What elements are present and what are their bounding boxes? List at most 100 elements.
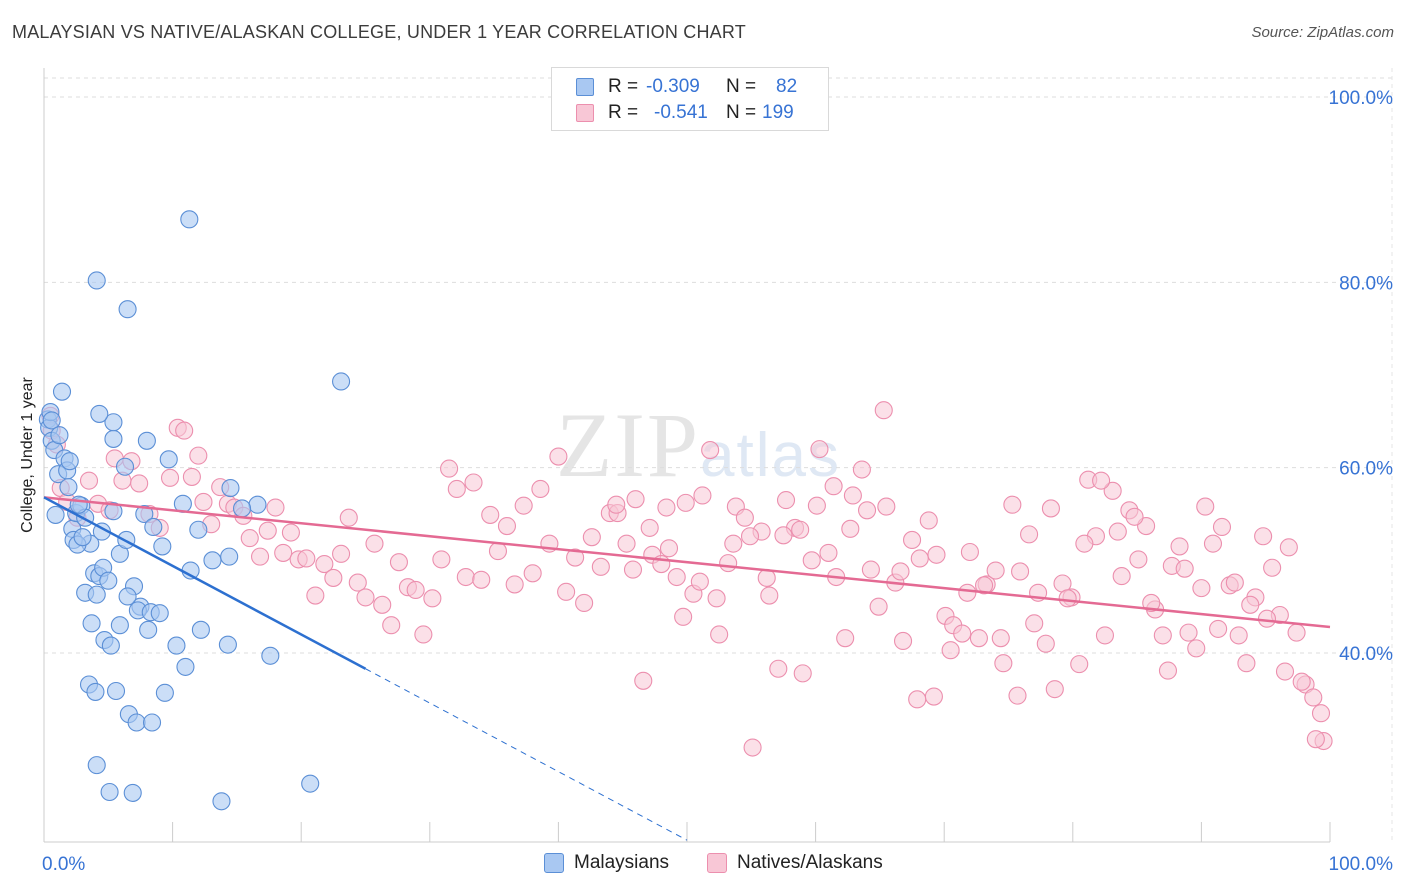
point-native [1092, 471, 1111, 490]
point-native [531, 479, 550, 499]
point-native [1011, 562, 1030, 581]
point-native [735, 508, 754, 527]
point-malaysian [82, 614, 101, 633]
point-native [891, 562, 910, 581]
point-native [810, 440, 829, 459]
point-native [1008, 686, 1027, 705]
point-native [760, 586, 779, 605]
point-native [667, 567, 686, 587]
legend-n-value: 82 [776, 76, 798, 97]
bottom-legend-natives: Natives/Alaskans [707, 852, 883, 874]
point-native [240, 529, 259, 548]
point-malaysian [87, 756, 106, 775]
point-native [505, 575, 524, 594]
point-native [1036, 634, 1055, 653]
x-tick-label-max: 100.0% [1329, 854, 1394, 875]
point-native [389, 553, 408, 572]
series-malaysians-points [38, 210, 351, 811]
point-native [1196, 497, 1215, 516]
point-native [841, 519, 860, 538]
point-native [306, 586, 325, 605]
legend-n-value: 199 [762, 102, 794, 123]
point-malaysian [50, 426, 69, 445]
point-native [690, 572, 709, 591]
point-malaysian [52, 382, 72, 401]
point-native [1304, 688, 1323, 707]
bottom-legend-label-malaysians: Malaysians [574, 852, 670, 873]
y-tick-label: 40.0% [1339, 644, 1393, 665]
trend-lines [43, 496, 1331, 841]
point-native [919, 511, 938, 530]
point-malaysian [127, 713, 146, 732]
point-native [79, 471, 99, 490]
point-native [1175, 559, 1194, 578]
source-label: Source: ZipAtlas.com [1251, 24, 1394, 41]
point-native [266, 498, 285, 517]
point-native [634, 671, 653, 690]
point-malaysian [153, 537, 172, 556]
point-native [802, 551, 821, 570]
legend-r-label: R = [608, 102, 639, 123]
point-native [869, 597, 888, 616]
point-native [1311, 704, 1331, 723]
point-native [497, 516, 517, 536]
point-native [743, 738, 762, 757]
point-malaysian [118, 300, 137, 319]
point-malaysian [118, 587, 137, 606]
point-native [575, 593, 594, 613]
x-tick-label-min: 0.0% [42, 854, 85, 875]
point-malaysian [301, 774, 320, 793]
y-axis-label: College, Under 1 year [19, 377, 36, 533]
point-native [1306, 730, 1325, 749]
point-native [1212, 517, 1232, 537]
point-native [719, 554, 738, 573]
point-native [893, 631, 913, 651]
point-malaysian [139, 620, 158, 639]
point-malaysian [100, 782, 119, 802]
point-native [1257, 609, 1277, 628]
point-native [774, 526, 793, 545]
point-native [659, 539, 679, 558]
point-malaysian [212, 792, 231, 811]
point-malaysian [60, 452, 79, 471]
point-native [676, 493, 695, 512]
point-native [1275, 662, 1295, 681]
point-malaysian [191, 620, 210, 639]
point-native [406, 580, 425, 600]
point-native [707, 589, 726, 608]
point-native [710, 625, 729, 644]
point-malaysian [101, 636, 120, 655]
point-native [674, 607, 693, 626]
point-native [1003, 495, 1022, 514]
legend-r-label: R = [608, 76, 639, 97]
legend-r-value: -0.309 [646, 76, 700, 97]
point-native [1209, 619, 1228, 638]
point-native [617, 534, 636, 553]
point-malaysian [137, 431, 156, 450]
point-malaysian [99, 571, 118, 590]
point-native [776, 491, 796, 510]
point-native [250, 547, 270, 566]
point-native [160, 468, 180, 487]
point-native [1058, 589, 1077, 608]
point-native [793, 664, 812, 683]
point-native [861, 560, 880, 579]
bottom-legend-malaysians: Malaysians [544, 852, 669, 874]
point-malaysian [135, 504, 154, 524]
point-malaysian [332, 372, 351, 391]
bottom-legend-swatch-malaysians [544, 853, 564, 873]
point-native [1170, 537, 1189, 556]
point-native [1095, 626, 1114, 645]
point-native [769, 659, 788, 678]
tick-labels: 40.0% 60.0% 80.0% 100.0% 0.0% 100.0% [42, 88, 1393, 875]
point-native [356, 588, 375, 607]
point-native [194, 492, 213, 512]
point-native [348, 573, 367, 592]
point-malaysian [167, 636, 186, 655]
point-native [1075, 534, 1094, 553]
point-native [657, 498, 676, 517]
point-native [1241, 595, 1260, 614]
point-malaysian [104, 413, 123, 432]
point-malaysian [150, 604, 169, 623]
point-native [1103, 481, 1122, 500]
